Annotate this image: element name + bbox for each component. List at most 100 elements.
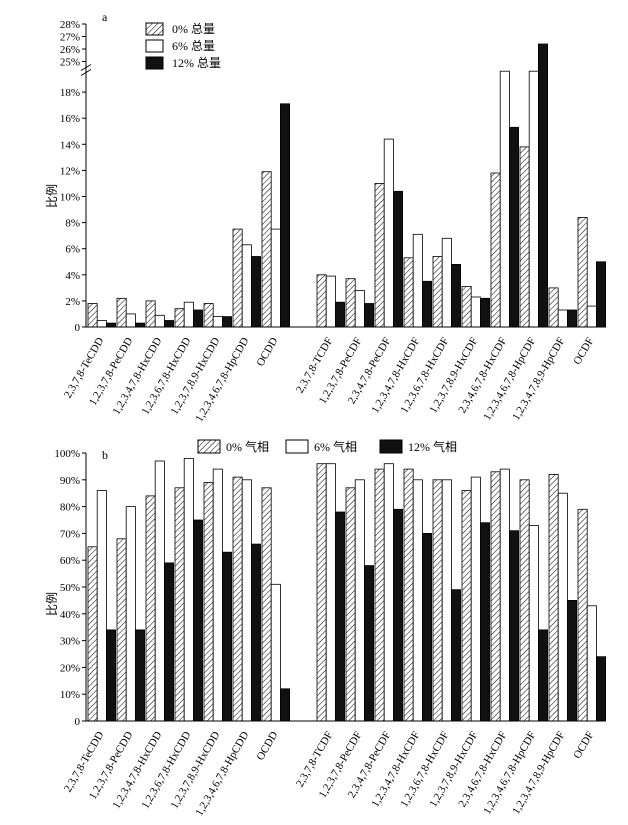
bar-a-0pct-2 (116, 297, 127, 328)
bar-a-12pct-3 (163, 320, 174, 328)
bar-b-6pct-7 (270, 583, 281, 722)
bar-b-0pct-4 (174, 487, 185, 722)
bar-b-12pct-1 (106, 629, 117, 722)
bar-a-6pct-12 (441, 237, 452, 328)
bar-b-12pct-5 (221, 551, 232, 722)
bar-a-0pct-6 (232, 228, 243, 328)
bar-b-6pct-1 (96, 490, 107, 722)
bar-b-6pct-3 (154, 460, 165, 722)
bar-b-0pct-1 (87, 546, 98, 722)
bar-b-6pct-11 (412, 479, 423, 722)
bar-b-6pct-16 (557, 492, 568, 722)
bar-b-12pct-10 (392, 508, 403, 722)
bar-a-6pct-6 (241, 244, 252, 328)
legend-label-0pct-gas: 0% 气相 (226, 439, 269, 454)
bar-b-12pct-8 (334, 511, 345, 722)
legend-swatch-6pct-gas (285, 439, 309, 454)
bar-a-6pct-1 (96, 320, 107, 328)
x-tick-label-a-16: 1,2,3,4,7,8,9-HpCDF (510, 336, 567, 423)
bar-a-0pct-7 (261, 171, 272, 328)
bar-b-0pct-16 (548, 473, 559, 722)
bar-b-6pct-13 (470, 476, 481, 722)
bar-b-6pct-10 (383, 463, 394, 722)
bar-a-0pct-5 (203, 303, 214, 328)
bar-a-6pct-7 (270, 228, 281, 328)
y-tick-label-b: 60% (60, 555, 80, 567)
bar-a-6pct-10 (383, 138, 394, 328)
x-tick-label-a-6: 1,2,3,4,6,7,8-HpCDD (193, 335, 251, 424)
bar-a-0pct-17 (577, 216, 588, 328)
bar-a-12pct-1 (106, 322, 117, 328)
bar-a-6pct-3 (154, 314, 165, 328)
bar-b-6pct-4 (183, 457, 194, 722)
bar-a-12pct-5 (221, 316, 232, 328)
bar-a-0pct-4 (174, 308, 185, 328)
y-tick-label-a: 26% (60, 44, 80, 56)
y-tick-label-a: 4% (65, 270, 80, 282)
y-tick-label-b: 70% (60, 528, 80, 540)
bar-b-12pct-4 (192, 519, 203, 722)
bar-b-0pct-9 (345, 487, 356, 722)
x-tick-label-b-7: OCDD (254, 729, 280, 762)
bar-b-0pct-13 (461, 490, 472, 722)
y-tick-label-b: 20% (60, 662, 80, 674)
y-tick-label-a: 27% (60, 32, 80, 44)
legend-swatch-0pct-gas (197, 439, 221, 454)
bar-a-0pct-9 (345, 278, 356, 328)
bar-b-6pct-2 (125, 506, 136, 722)
bar-a-6pct-9 (354, 290, 365, 328)
bar-a-0pct-16 (548, 287, 559, 328)
bar-a-6pct-8 (325, 275, 336, 328)
x-tick-label-b-6: 1,2,3,4,6,7,8-HpCDD (193, 729, 251, 818)
bar-b-12pct-2 (134, 629, 145, 722)
bar-b-12pct-14 (508, 530, 519, 722)
bar-a-0pct-11 (403, 257, 414, 328)
bar-a-12pct-6 (250, 256, 261, 328)
x-tick-label-b-16: 1,2,3,4,7,8,9-HpCDF (510, 730, 567, 817)
bar-a-0pct-15 (519, 146, 530, 328)
bar-b-12pct-17 (596, 656, 607, 722)
y-tick-label-a: 0 (75, 322, 81, 334)
bar-a-12pct-9 (363, 303, 374, 328)
bar-b-12pct-7 (279, 688, 290, 722)
bar-b-6pct-12 (441, 479, 452, 722)
y-tick-label-a: 6% (65, 244, 80, 256)
y-tick-label-b: 30% (60, 636, 80, 648)
legend-label-6pct-total: 6% 总量 (172, 39, 215, 53)
bar-b-0pct-10 (374, 468, 385, 722)
legend-swatch-0pct-total (145, 22, 164, 36)
legend-swatch-12pct-total (145, 56, 164, 70)
legend-swatch-6pct-total (145, 39, 164, 53)
bar-a-6pct-4 (183, 301, 194, 328)
legend-label-0pct-total: 0% 总量 (172, 22, 215, 36)
bar-b-0pct-11 (403, 468, 414, 722)
panel-b-chart: b 比例 0% 气相 6% 气相 12% 气相 0 10% 20% 30% 40% 50%… (45, 439, 607, 818)
bar-b-12pct-6 (250, 543, 261, 722)
bar-b-6pct-14 (499, 468, 510, 722)
bar-b-0pct-15 (519, 479, 530, 722)
bar-a-6pct-13 (470, 296, 481, 328)
x-tick-label-b-17: OCDF (571, 730, 596, 761)
bar-a-6pct-5 (212, 316, 223, 328)
bar-b-0pct-5 (203, 482, 214, 722)
bar-b-12pct-11 (421, 533, 432, 722)
panel-a-legend: 0% 总量 6% 总量 12% 总量 (145, 22, 221, 70)
bar-a-0pct-13 (461, 286, 472, 328)
y-tick-label-b: 80% (60, 502, 80, 514)
bar-a-6pct-2 (125, 313, 136, 328)
y-tick-label-b: 0 (75, 716, 81, 728)
bar-a-0pct-3 (145, 300, 156, 328)
bar-b-12pct-15 (538, 629, 549, 722)
bar-b-12pct-12 (450, 589, 461, 722)
bar-a-6pct-17 (586, 305, 597, 328)
bar-a-12pct-8 (334, 301, 345, 328)
bar-b-0pct-2 (116, 538, 127, 722)
axis-break-mark (80, 69, 92, 76)
bar-b-6pct-9 (354, 479, 365, 722)
y-tick-label-a: 14% (60, 139, 80, 151)
x-tick-label-a-15: 1,2,3,4,6,7,8-HpCDF (481, 336, 538, 423)
bar-a-12pct-13 (479, 297, 490, 328)
bar-a-12pct-7 (279, 103, 290, 328)
bar-b-0pct-6 (232, 476, 243, 722)
